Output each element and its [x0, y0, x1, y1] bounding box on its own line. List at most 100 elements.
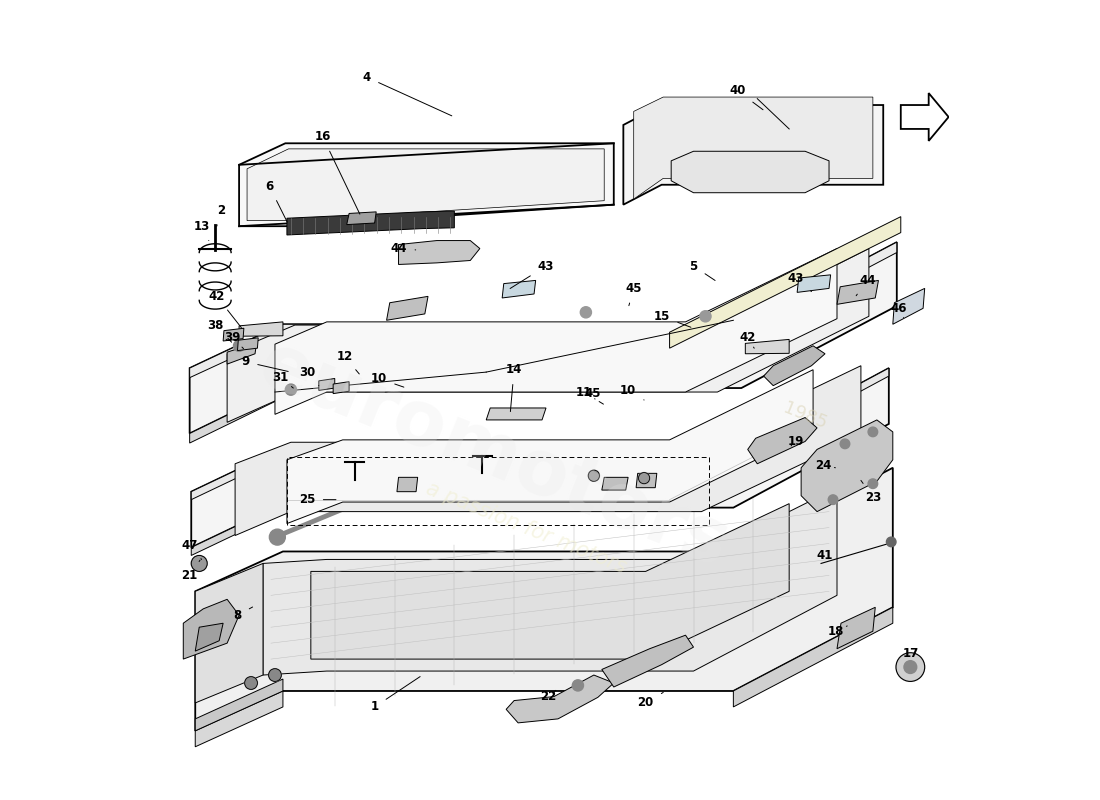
Circle shape	[840, 439, 850, 449]
Text: 38: 38	[207, 318, 232, 342]
Text: 10: 10	[371, 372, 404, 387]
Text: 6: 6	[265, 180, 287, 222]
Text: 12: 12	[337, 350, 360, 374]
Circle shape	[904, 661, 916, 674]
Polygon shape	[397, 478, 418, 492]
Polygon shape	[636, 474, 657, 488]
Text: 44: 44	[856, 274, 876, 296]
Text: 19: 19	[788, 435, 804, 448]
Polygon shape	[191, 368, 889, 547]
Polygon shape	[624, 105, 883, 205]
Circle shape	[828, 495, 838, 505]
Circle shape	[191, 555, 207, 571]
Circle shape	[285, 384, 297, 395]
Polygon shape	[239, 322, 283, 336]
Text: 43: 43	[788, 271, 812, 291]
Polygon shape	[191, 508, 275, 555]
Polygon shape	[319, 378, 334, 390]
Text: 8: 8	[233, 607, 253, 622]
Circle shape	[233, 340, 244, 351]
Polygon shape	[235, 366, 861, 535]
Text: 21: 21	[182, 560, 200, 582]
Circle shape	[868, 427, 878, 437]
Polygon shape	[333, 382, 349, 394]
Polygon shape	[346, 212, 376, 225]
Polygon shape	[746, 339, 789, 354]
Text: 30: 30	[299, 366, 319, 386]
Polygon shape	[184, 599, 239, 659]
Polygon shape	[311, 504, 789, 659]
Circle shape	[572, 680, 583, 691]
Polygon shape	[189, 388, 283, 443]
Text: 13: 13	[194, 220, 210, 241]
Polygon shape	[263, 488, 837, 675]
Text: 43: 43	[510, 259, 554, 289]
Text: 11: 11	[575, 386, 604, 404]
Polygon shape	[287, 370, 813, 523]
Text: 45: 45	[584, 387, 601, 400]
Polygon shape	[893, 288, 925, 324]
Text: 9: 9	[241, 355, 288, 371]
Circle shape	[887, 537, 896, 546]
Text: 20: 20	[638, 693, 663, 710]
Text: 42: 42	[209, 290, 241, 328]
Text: 41: 41	[817, 549, 833, 562]
Text: 17: 17	[902, 647, 918, 660]
Polygon shape	[238, 338, 258, 350]
Text: 14: 14	[506, 363, 522, 411]
Polygon shape	[671, 151, 829, 193]
Text: 44: 44	[390, 242, 416, 255]
Text: 25: 25	[299, 493, 336, 506]
Circle shape	[270, 529, 285, 545]
Polygon shape	[195, 691, 283, 746]
Polygon shape	[837, 281, 879, 304]
Text: 42: 42	[739, 331, 756, 348]
Polygon shape	[901, 93, 948, 141]
Polygon shape	[227, 249, 869, 422]
Polygon shape	[798, 275, 830, 292]
Polygon shape	[275, 249, 837, 414]
Polygon shape	[634, 97, 873, 199]
Polygon shape	[503, 281, 536, 298]
Polygon shape	[195, 468, 893, 731]
Text: euromotors: euromotors	[249, 328, 740, 584]
Polygon shape	[386, 296, 428, 320]
Polygon shape	[602, 635, 693, 687]
Circle shape	[868, 479, 878, 489]
Polygon shape	[837, 607, 876, 649]
Text: 10: 10	[620, 384, 645, 400]
Text: 45: 45	[626, 282, 642, 306]
Text: 46: 46	[891, 302, 908, 318]
Polygon shape	[195, 563, 263, 703]
Text: 18: 18	[827, 625, 847, 638]
Polygon shape	[227, 342, 256, 364]
Circle shape	[700, 310, 711, 322]
Text: a passion for motors: a passion for motors	[424, 478, 629, 577]
Text: 4: 4	[363, 70, 452, 116]
Polygon shape	[195, 679, 283, 731]
Polygon shape	[287, 211, 454, 235]
Text: 40: 40	[729, 84, 763, 110]
Text: 31: 31	[273, 371, 294, 388]
Polygon shape	[506, 675, 614, 723]
Circle shape	[244, 677, 257, 690]
Polygon shape	[486, 408, 546, 420]
Polygon shape	[602, 478, 628, 490]
Polygon shape	[189, 242, 896, 434]
Polygon shape	[398, 241, 480, 265]
Text: 1985: 1985	[781, 399, 829, 433]
Polygon shape	[734, 607, 893, 707]
Circle shape	[268, 669, 282, 682]
Text: 15: 15	[653, 310, 691, 327]
Text: 2: 2	[217, 204, 226, 226]
Polygon shape	[670, 217, 901, 348]
Circle shape	[581, 306, 592, 318]
Polygon shape	[239, 143, 614, 226]
Circle shape	[588, 470, 600, 482]
Polygon shape	[248, 149, 604, 221]
Text: 1: 1	[371, 677, 420, 714]
Text: 24: 24	[815, 459, 835, 472]
Polygon shape	[763, 346, 825, 386]
Text: 16: 16	[315, 130, 360, 214]
Text: 22: 22	[540, 690, 557, 703]
